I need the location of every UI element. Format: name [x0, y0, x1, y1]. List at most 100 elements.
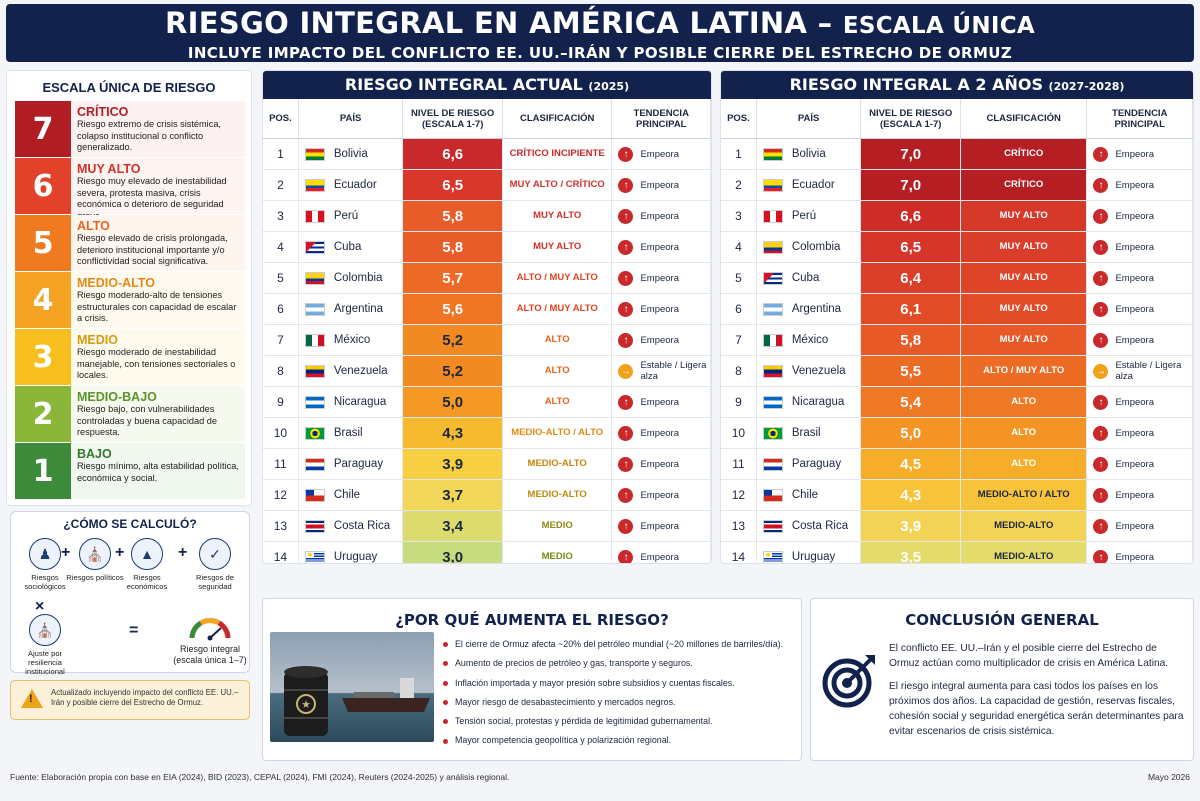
- risk-level-label: MEDIO: [77, 333, 118, 347]
- col-level: NIVEL DE RIESGO (ESCALA 1-7): [861, 99, 961, 138]
- risk-level-number: 2: [15, 386, 71, 442]
- flag-cu-icon: [304, 240, 325, 254]
- arrow-up-icon: ↑: [618, 208, 634, 224]
- trend-cell: ↑ Empeora: [1087, 294, 1193, 324]
- country-cell: México: [299, 325, 404, 355]
- trend-cell: ↑ Empeora: [1087, 449, 1193, 479]
- trend-label: Empeora: [640, 489, 679, 501]
- arrow-up-icon: ↑: [1093, 208, 1109, 224]
- classification-cell: ALTO: [503, 387, 613, 417]
- country-name: Ecuador: [333, 179, 377, 191]
- table-row: 14 Uruguay 3,0 MEDIO ↑ Empeora: [263, 542, 711, 563]
- arrow-up-icon: ↑: [1093, 487, 1109, 503]
- conclusion-panel: CONCLUSIÓN GENERAL El conflicto EE. UU.–…: [810, 598, 1194, 761]
- risk-value-cell: 3,5: [861, 542, 961, 563]
- table-row: 7 México 5,2 ALTO ↑ Empeora: [263, 325, 711, 356]
- country-name: Venezuela: [791, 365, 846, 377]
- trend-label: Empeora: [640, 272, 679, 284]
- risk-level-description: Riesgo bajo, con vulnerabilidades contro…: [77, 404, 217, 437]
- classification-cell: MUY ALTO / CRÍTICO: [503, 170, 613, 200]
- flag-cu-icon: [762, 271, 783, 285]
- trend-cell: ↑ Empeora: [612, 449, 711, 479]
- position-cell: 4: [263, 232, 299, 262]
- table-row: 5 Colombia 5,7 ALTO / MUY ALTO ↑ Empeora: [263, 263, 711, 294]
- flag-pe-icon: [762, 209, 783, 223]
- country-name: Bolivia: [333, 148, 368, 160]
- trend-cell: ↑ Empeora: [612, 418, 711, 448]
- risk-scale-panel: ESCALA ÚNICA DE RIESGO 7 CRÍTICO Riesgo ex…: [6, 70, 252, 506]
- table-row: 2 Ecuador 6,5 MUY ALTO / CRÍTICO ↑ Empeora: [263, 170, 711, 201]
- risk-value-cell: 6,5: [403, 170, 503, 200]
- arrow-up-icon: ↑: [1093, 301, 1109, 317]
- trend-label: Empeora: [640, 458, 679, 470]
- conclusion-paragraph-2: El riesgo integral aumenta para casi tod…: [889, 681, 1184, 737]
- country-name: Colombia: [791, 241, 841, 253]
- table-row: 11 Paraguay 3,9 MEDIO-ALTO ↑ Empeora: [263, 449, 711, 480]
- political-risk-item: ⛪ Riesgos políticos: [65, 538, 125, 582]
- position-cell: 6: [263, 294, 299, 324]
- position-cell: 13: [263, 511, 299, 541]
- table-row: 8 Venezuela 5,2 ALTO → Estable / Ligera alza: [263, 356, 711, 387]
- table-row: 10 Brasil 5,0 ALTO ↑ Empeora: [721, 418, 1193, 449]
- risk-level-5: 5 ALTO Riesgo elevado de crisis prolongada…: [15, 215, 245, 272]
- table-row: 11 Paraguay 4,5 ALTO ↑ Empeora: [721, 449, 1193, 480]
- trend-label: Empeora: [640, 334, 679, 346]
- country-name: Argentina: [333, 303, 384, 315]
- risk-level-label: BAJO: [77, 447, 112, 461]
- trend-cell: ↑ Empeora: [1087, 263, 1193, 293]
- trend-cell: ↑ Empeora: [1087, 139, 1193, 169]
- risk-value-cell: 5,8: [403, 232, 503, 262]
- trend-label: Empeora: [1115, 427, 1154, 439]
- trend-label: Empeora: [640, 148, 679, 160]
- risk-level-label: MUY ALTO: [77, 162, 141, 176]
- table-row: 4 Cuba 5,8 MUY ALTO ↑ Empeora: [263, 232, 711, 263]
- risk-value-cell: 7,0: [861, 139, 961, 169]
- position-cell: 3: [721, 201, 757, 231]
- risk-value-cell: 5,8: [861, 325, 961, 355]
- country-name: Perú: [333, 210, 359, 222]
- current-table-header: POS. PAÍS NIVEL DE RIESGO (ESCALA 1-7) C…: [263, 99, 711, 139]
- country-name: Argentina: [791, 303, 842, 315]
- trend-label: Empeora: [1115, 179, 1154, 191]
- trend-label: Estable / Ligera alza: [1115, 360, 1182, 382]
- risk-scale-title: ESCALA ÚNICA DE RIESGO: [42, 80, 216, 95]
- position-cell: 14: [263, 542, 299, 563]
- flag-co-icon: [762, 240, 783, 254]
- future-table-header: POS. PAÍS NIVEL DE RIESGO (ESCALA 1-7) C…: [721, 99, 1193, 139]
- classification-cell: MEDIO-ALTO / ALTO: [960, 480, 1088, 510]
- trend-label: Empeora: [640, 179, 679, 191]
- trend-cell: ↑ Empeora: [612, 387, 711, 417]
- trend-label: Empeora: [1115, 241, 1154, 253]
- classification-cell: MEDIO-ALTO / ALTO: [503, 418, 613, 448]
- trend-cell: ↑ Empeora: [1087, 387, 1193, 417]
- classification-cell: CRÍTICO INCIPIENTE: [503, 139, 613, 169]
- why-item: Tensión social, protestas y pérdida de l…: [443, 712, 783, 731]
- arrow-up-icon: ↑: [618, 487, 634, 503]
- future-table-title: RIESGO INTEGRAL A 2 AÑOS (2027-2028): [721, 71, 1193, 99]
- risk-value-cell: 5,6: [403, 294, 503, 324]
- risk-value-cell: 7,0: [861, 170, 961, 200]
- country-name: Brasil: [791, 427, 821, 439]
- trend-cell: ↑ Empeora: [1087, 511, 1193, 541]
- risk-value-cell: 6,6: [861, 201, 961, 231]
- arrow-right-icon: →: [618, 363, 634, 379]
- col-pos: POS.: [263, 99, 299, 138]
- risk-level-description: Riesgo mínimo, alta estabilidad política…: [77, 461, 239, 483]
- risk-level-label: ALTO: [77, 219, 110, 233]
- country-cell: Nicaragua: [299, 387, 404, 417]
- table-row: 10 Brasil 4,3 MEDIO-ALTO / ALTO ↑ Empeora: [263, 418, 711, 449]
- trend-cell: → Estable / Ligera alza: [612, 356, 711, 386]
- flag-ar-icon: [762, 302, 783, 316]
- country-cell: Chile: [757, 480, 862, 510]
- trend-label: Empeora: [640, 303, 679, 315]
- classification-cell: MUY ALTO: [960, 294, 1088, 324]
- arrow-up-icon: ↑: [1093, 394, 1109, 410]
- flag-bo-icon: [304, 147, 325, 161]
- economic-risk-item: ▲ Riesgos económicos: [117, 538, 177, 591]
- oil-tanker-image: ★: [270, 632, 434, 742]
- trend-cell: ↑ Empeora: [612, 325, 711, 355]
- table-row: 5 Cuba 6,4 MUY ALTO ↑ Empeora: [721, 263, 1193, 294]
- risk-level-number: 3: [15, 329, 71, 385]
- classification-cell: ALTO: [503, 325, 613, 355]
- position-cell: 7: [263, 325, 299, 355]
